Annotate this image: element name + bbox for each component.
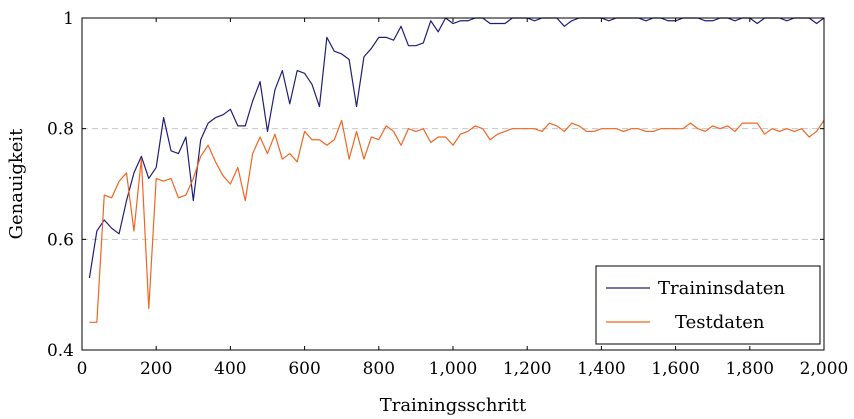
legend: Traininsdaten Testdaten xyxy=(595,265,821,345)
y-tick-label: 0.6 xyxy=(47,230,74,250)
series-line-traininsdaten xyxy=(88,17,825,279)
x-tick-label: 2,000 xyxy=(800,359,849,379)
x-tick-label: 400 xyxy=(214,359,246,379)
x-tick-label: 1,600 xyxy=(651,359,700,379)
x-tick-label: 1,400 xyxy=(577,359,626,379)
x-tick-label: 1,000 xyxy=(429,359,478,379)
legend-label-testdaten: Testdaten xyxy=(675,312,765,333)
axis-ticks xyxy=(81,17,825,351)
y-tick-label: 0.4 xyxy=(47,341,74,361)
tick-labels: 0 200 400 600 800 1,000 1,200 1,400 1,600 1,800 2,… xyxy=(47,9,848,379)
x-tick-label: 600 xyxy=(288,359,320,379)
x-tick-label: 1,800 xyxy=(725,359,774,379)
legend-box xyxy=(595,265,821,345)
y-axis-title: Genauigkeit xyxy=(6,128,27,240)
y-tick-label: 0.8 xyxy=(47,120,74,140)
x-tick-label: 0 xyxy=(77,359,88,379)
legend-label-traininsdaten: Traininsdaten xyxy=(658,278,785,299)
x-tick-label: 1,200 xyxy=(503,359,552,379)
x-tick-label: 200 xyxy=(140,359,172,379)
y-tick-label: 1 xyxy=(63,9,74,29)
x-tick-label: 800 xyxy=(363,359,395,379)
series-lines xyxy=(88,17,825,323)
x-axis-title: Trainingsschritt xyxy=(380,395,527,416)
series-line-testdaten xyxy=(89,119,825,323)
